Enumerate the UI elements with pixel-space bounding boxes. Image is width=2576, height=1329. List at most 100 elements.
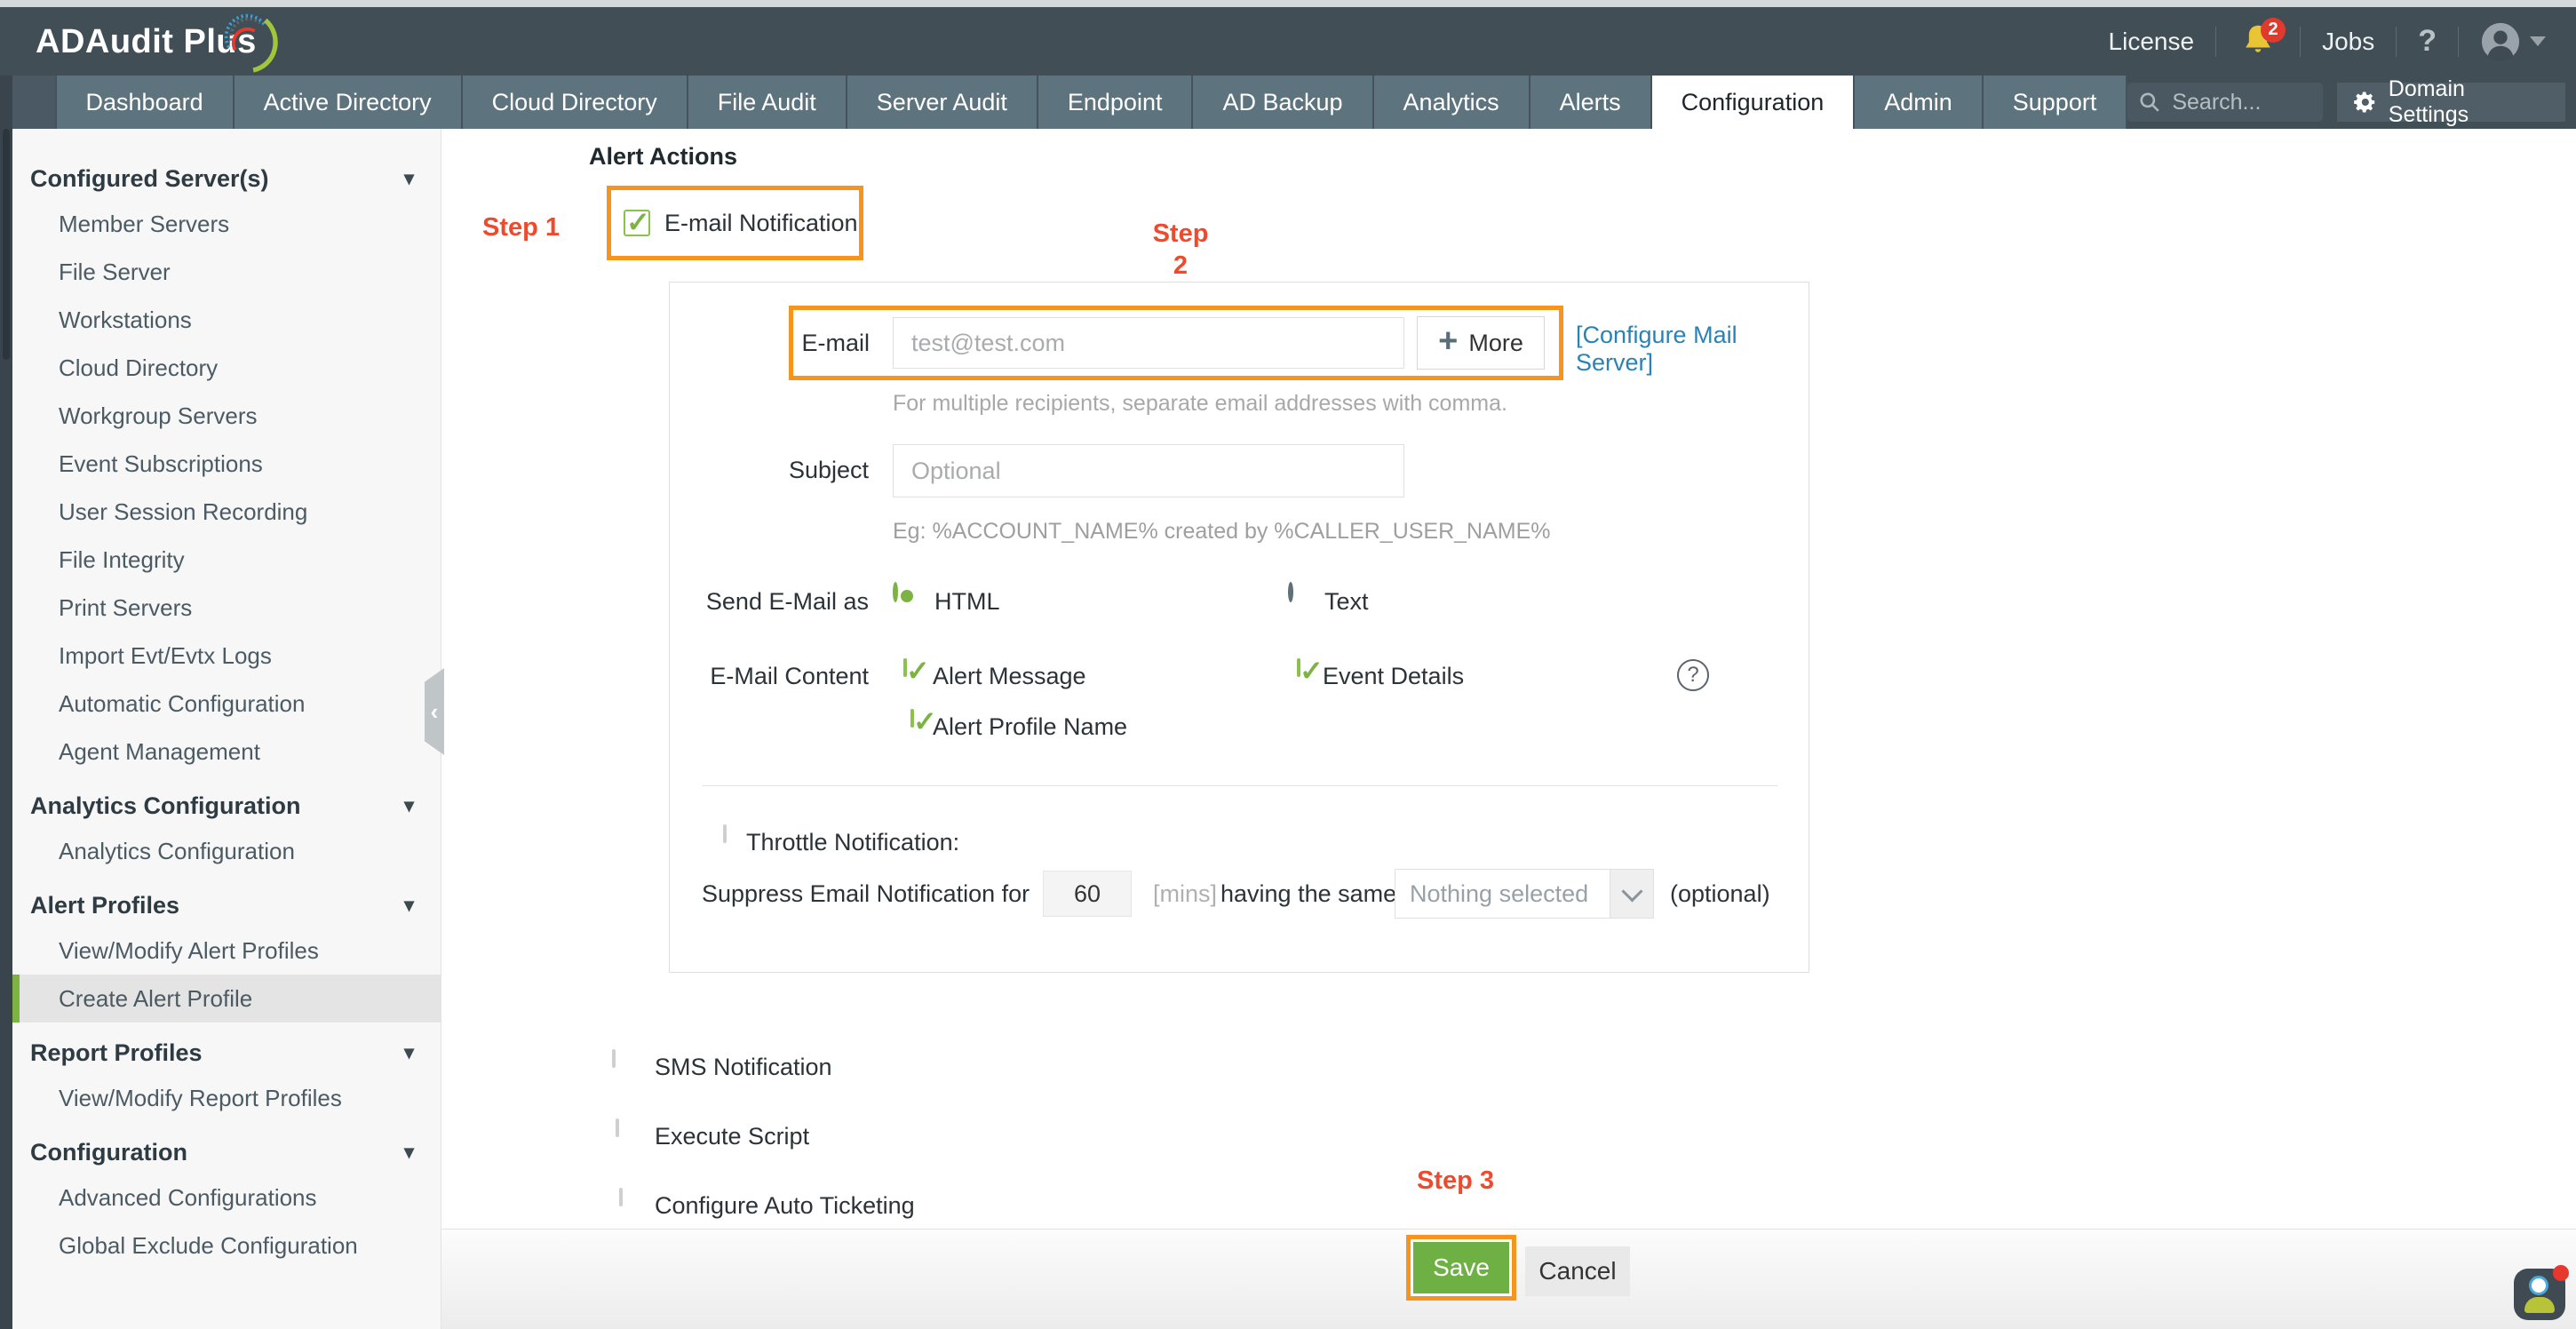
sidebar-section-alert-profiles[interactable]: Alert Profiles ▾ [12, 884, 441, 927]
optional-label: (optional) [1670, 880, 1770, 907]
search-icon [2140, 92, 2160, 112]
configure-mail-server-link[interactable]: [Configure Mail Server] [1576, 322, 1737, 376]
configure-auto-ticketing-checkbox[interactable] [619, 1188, 623, 1206]
panel-divider [702, 785, 1778, 786]
suppress-prefix-text: Suppress Email Notification for [702, 880, 1030, 907]
sidebar-section-report-profiles[interactable]: Report Profiles ▾ [12, 1031, 441, 1074]
sidebar-item-workgroup-servers[interactable]: Workgroup Servers [59, 402, 258, 429]
browser-top-strip [0, 0, 2576, 7]
html-radio[interactable] [893, 582, 898, 602]
tab-dashboard[interactable]: Dashboard [56, 76, 235, 129]
sidebar-section-analytics-configuration[interactable]: Analytics Configuration ▾ [12, 784, 441, 827]
tab-server-audit[interactable]: Server Audit [847, 76, 1038, 129]
configure-auto-ticketing-label: Configure Auto Ticketing [655, 1192, 915, 1219]
sidebar-item-advanced-configurations[interactable]: Advanced Configurations [59, 1183, 317, 1211]
tab-analytics[interactable]: Analytics [1373, 76, 1530, 129]
plus-icon: + [1438, 322, 1459, 360]
chat-assistant-widget[interactable] [2514, 1265, 2569, 1320]
tab-admin[interactable]: Admin [1855, 76, 1984, 129]
header-separator [2458, 26, 2459, 57]
sidebar-section-label: Alert Profiles [30, 891, 180, 919]
notification-count-badge: 2 [2261, 17, 2286, 43]
email-helper-text: For multiple recipients, separate email … [893, 391, 1507, 416]
tab-support[interactable]: Support [1983, 76, 2128, 129]
sidebar-section-configuration[interactable]: Configuration ▾ [12, 1131, 441, 1174]
sidebar-section-configured-server-s[interactable]: Configured Server(s) ▾ [12, 157, 441, 200]
save-button[interactable]: Save [1413, 1242, 1509, 1293]
alert-message-checkbox[interactable]: ✓ [903, 655, 930, 687]
subject-input[interactable] [893, 444, 1404, 497]
sidebar-item-print-servers[interactable]: Print Servers [59, 593, 193, 621]
license-link[interactable]: License [2108, 27, 2195, 55]
more-recipients-button[interactable]: + More [1417, 316, 1545, 370]
step3-annotation: Step 3 [1417, 1166, 1495, 1195]
sidebar-item-member-servers[interactable]: Member Servers [59, 210, 230, 237]
search-box[interactable] [2127, 83, 2324, 122]
sidebar-item-file-server[interactable]: File Server [59, 258, 171, 285]
chevron-down-icon: ▾ [403, 167, 414, 189]
footer-divider [441, 1229, 2576, 1230]
sidebar-item-analytics-configuration[interactable]: Analytics Configuration [59, 837, 295, 864]
left-scrollbar[interactable] [0, 76, 12, 1329]
chat-bot-body [2524, 1297, 2555, 1313]
sidebar-item-create-alert-profile[interactable]: Create Alert Profile [12, 975, 441, 1023]
text-radio[interactable] [1288, 582, 1293, 602]
email-input[interactable] [893, 317, 1404, 369]
sidebar-item-agent-management[interactable]: Agent Management [59, 737, 260, 765]
tab-alerts[interactable]: Alerts [1530, 76, 1652, 129]
sidebar-item-view-modify-report-profiles[interactable]: View/Modify Report Profiles [59, 1084, 342, 1111]
chevron-down-icon: ▾ [403, 794, 414, 816]
tab-endpoint[interactable]: Endpoint [1038, 76, 1194, 129]
sms-notification-checkbox[interactable] [612, 1049, 616, 1068]
sidebar-item-cloud-directory[interactable]: Cloud Directory [59, 354, 219, 381]
sidebar-item-workstations[interactable]: Workstations [59, 306, 192, 333]
throttle-notification-checkbox[interactable] [723, 824, 727, 843]
throttle-notification-label: Throttle Notification: [746, 829, 960, 855]
domain-settings-button[interactable]: Domain Settings [2337, 76, 2565, 127]
gear-icon [2354, 92, 2375, 113]
cancel-button[interactable]: Cancel [1525, 1246, 1630, 1296]
sidebar-item-user-session-recording[interactable]: User Session Recording [59, 497, 308, 525]
execute-script-checkbox[interactable] [616, 1118, 619, 1137]
sidebar-section-label: Report Profiles [30, 1039, 203, 1066]
suppress-minutes-input[interactable]: 60 [1043, 871, 1132, 917]
scrollbar-thumb[interactable] [3, 129, 10, 360]
chevron-down-icon: ▾ [403, 894, 414, 916]
sidebar-item-event-subscriptions[interactable]: Event Subscriptions [59, 450, 263, 477]
sidebar-item-import-evt-evtx-logs[interactable]: Import Evt/Evtx Logs [59, 641, 272, 669]
email-content-label: E-Mail Content [710, 663, 869, 689]
alert-profile-name-checkbox[interactable]: ✓ [910, 705, 937, 737]
notifications-button[interactable]: 2 [2238, 17, 2286, 62]
email-label: E-mail [801, 329, 870, 356]
sidebar-item-file-integrity[interactable]: File Integrity [59, 545, 185, 573]
email-settings-panel: E-mail + More [Configure Mail Server] Fo… [669, 282, 1809, 973]
tab-configuration[interactable]: Configuration [1651, 76, 1856, 129]
tab-ad-backup[interactable]: AD Backup [1193, 76, 1374, 129]
sidebar-item-view-modify-alert-profiles[interactable]: View/Modify Alert Profiles [59, 936, 319, 964]
sidebar-item-automatic-configuration[interactable]: Automatic Configuration [59, 689, 306, 717]
user-menu[interactable] [2480, 21, 2546, 62]
jobs-link[interactable]: Jobs [2322, 27, 2375, 55]
email-content-help-button[interactable]: ? [1677, 659, 1709, 691]
sidebar-collapse-handle[interactable]: ‹ [425, 668, 444, 755]
tab-active-directory[interactable]: Active Directory [234, 76, 463, 129]
email-notification-checkbox[interactable]: ✓ [624, 206, 650, 238]
question-mark-icon: ? [1687, 663, 1699, 687]
nav-leading-cell [12, 76, 57, 129]
execute-script-label: Execute Script [655, 1123, 810, 1150]
help-button[interactable]: ? [2418, 24, 2437, 58]
tab-file-audit[interactable]: File Audit [688, 76, 847, 129]
search-input[interactable] [2170, 88, 2299, 116]
step2-line1: Step [1152, 219, 1209, 248]
event-details-checkbox[interactable]: ✓ [1297, 655, 1324, 687]
header-separator [2215, 26, 2217, 57]
main-content: Alert Actions Step 1 ✓ E-mail Notificati… [441, 129, 2576, 1329]
tab-cloud-directory[interactable]: Cloud Directory [462, 76, 688, 129]
sidebar-item-global-exclude-configuration[interactable]: Global Exclude Configuration [59, 1231, 358, 1259]
nav-tabs: Dashboard Active Directory Cloud Directory… [56, 76, 2128, 129]
dropdown-chevron-button [1610, 870, 1653, 918]
sidebar-section-label: Configured Server(s) [30, 164, 269, 192]
chevron-down-icon [1620, 879, 1643, 903]
suppress-criteria-dropdown[interactable]: Nothing selected [1395, 869, 1654, 919]
